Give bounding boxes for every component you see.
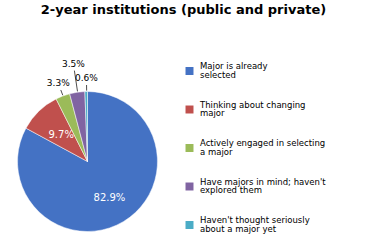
svg-text:9.7%: 9.7%: [49, 129, 74, 140]
svg-text:82.9%: 82.9%: [94, 192, 126, 203]
svg-text:Have majors in mind; haven'tex: Have majors in mind; haven'texplored the…: [200, 177, 326, 196]
svg-text:Actively engaged in selectinga: Actively engaged in selectinga major: [200, 138, 325, 157]
svg-text:0.6%: 0.6%: [75, 73, 98, 83]
html-text:2-year institutions (public an: 2-year institutions (public and private): [40, 2, 327, 17]
svg-text:Haven't thought seriouslyabout: Haven't thought seriouslyabout a major y…: [200, 215, 310, 234]
svg-text:Thinking about changingmajor: Thinking about changingmajor: [199, 100, 306, 119]
svg-text:3.5%: 3.5%: [62, 59, 85, 69]
svg-text:3.3%: 3.3%: [47, 78, 70, 88]
svg-text:Major is alreadyselected: Major is alreadyselected: [200, 61, 268, 80]
